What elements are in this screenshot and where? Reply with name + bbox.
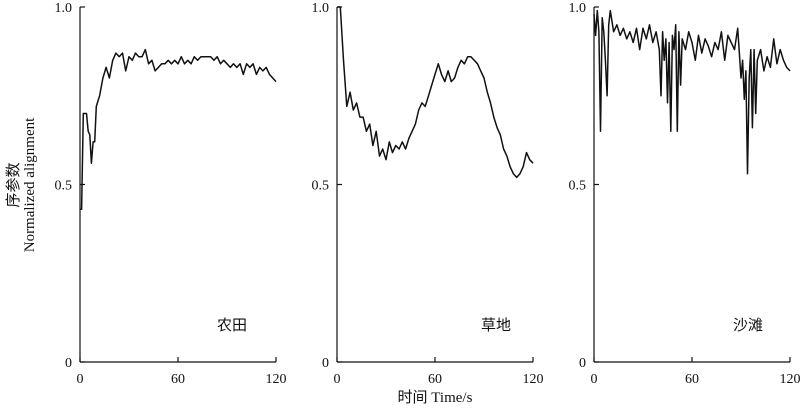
y-axis-title-en: Normalized alignment <box>22 117 38 252</box>
x-tick-label: 120 <box>780 372 800 387</box>
x-tick-label: 0 <box>77 372 84 387</box>
series-line-3 <box>593 9 791 175</box>
y-tick-label: 0 <box>579 356 586 371</box>
y-tick-label: 1.0 <box>55 1 73 16</box>
panel-label: 沙滩 <box>733 316 763 334</box>
panel-2: 0 0.5 1.0 0 60 120 草地 <box>312 1 544 387</box>
x-tick-label: 120 <box>523 372 544 387</box>
y-tick-label: 1.0 <box>569 1 587 16</box>
panel-label: 草地 <box>481 316 511 334</box>
y-axis-title-cn: 序参数 <box>5 162 22 207</box>
panel-1: 0 0.5 1.0 0 60 120 农田 <box>55 1 287 387</box>
x-tick-label: 60 <box>685 372 699 387</box>
panel-3: 0 0.5 1.0 0 60 120 沙滩 <box>569 1 800 387</box>
x-tick-label: 120 <box>266 372 287 387</box>
x-tick-label: 0 <box>591 372 598 387</box>
y-tick-label: 0 <box>322 356 329 371</box>
chart-panels: 0 0.5 1.0 0 60 120 农田 0 0.5 1.0 0 60 120 草地 0 0.5 1.0 0 60… <box>55 1 800 387</box>
y-tick-label: 0.5 <box>569 179 587 194</box>
y-tick-label: 1.0 <box>312 1 330 16</box>
panel-label: 农田 <box>217 316 247 334</box>
y-tick-label: 0.5 <box>55 179 73 194</box>
y-tick-label: 0 <box>65 356 72 371</box>
x-tick-label: 60 <box>428 372 442 387</box>
y-tick-label: 0.5 <box>312 179 330 194</box>
series-line-2 <box>337 6 534 179</box>
x-axis-title: 时间 Time/s <box>398 389 473 406</box>
x-tick-label: 0 <box>334 372 341 387</box>
series-line-1 <box>80 48 277 211</box>
x-tick-label: 60 <box>171 372 185 387</box>
